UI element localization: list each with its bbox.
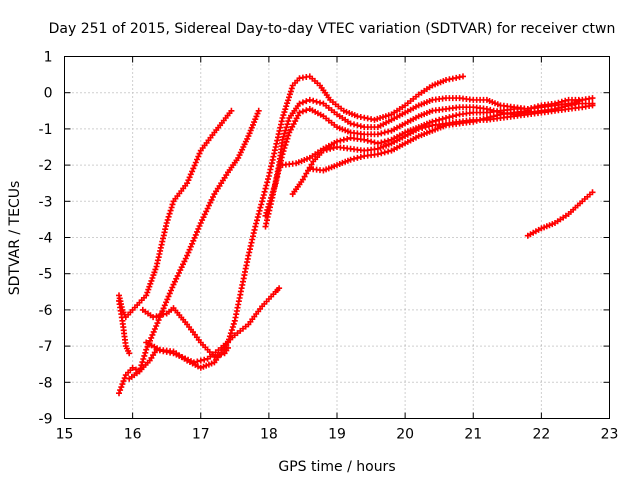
x-tick-label: 15 [56, 427, 74, 443]
chart-title: Day 251 of 2015, Sidereal Day-to-day VTE… [49, 21, 616, 37]
data-series [116, 73, 596, 397]
y-tick-label: -1 [39, 122, 53, 138]
series-markers [524, 189, 596, 239]
series-markers [143, 73, 466, 371]
y-tick-label: -8 [39, 375, 53, 391]
y-tick-label: -6 [39, 303, 53, 319]
x-tick-label: 22 [532, 427, 550, 443]
x-tick-label: 19 [328, 427, 346, 443]
y-tick-label: -5 [39, 267, 53, 283]
series-markers [116, 297, 133, 357]
series-arc-6 [143, 73, 466, 371]
y-tick-label: -2 [39, 158, 53, 174]
y-tick-label: -7 [39, 339, 53, 355]
plot-frame [64, 56, 610, 419]
series-markers [116, 107, 262, 397]
series-arc-2 [116, 297, 133, 357]
series-markers [306, 107, 531, 174]
y-tick-label: 0 [44, 86, 53, 102]
y-tick-label: -9 [39, 412, 53, 428]
series-arc-12 [524, 189, 596, 239]
x-tick-label: 21 [464, 427, 482, 443]
x-tick-label: 17 [192, 427, 210, 443]
x-axis-label: GPS time / hours [278, 459, 395, 475]
y-tick-label: -4 [39, 231, 53, 247]
series-arc-3 [116, 107, 262, 397]
x-tick-label: 16 [124, 427, 142, 443]
x-tick-label: 23 [601, 427, 619, 443]
tick-labels: 15 16 17 18 19 20 21 22 23 1 0 -1 -2 -3 -4 -5 -6 -7 -8 -9 [39, 50, 619, 443]
y-tick-label: 1 [44, 50, 53, 66]
y-tick-label: -3 [39, 194, 53, 210]
x-tick-label: 20 [396, 427, 414, 443]
y-axis-label: SDTVAR / TECUs [7, 181, 23, 296]
series-arc-11 [306, 107, 531, 174]
series-markers [116, 107, 235, 321]
series-arc-1 [116, 107, 235, 321]
x-tick-label: 18 [260, 427, 278, 443]
